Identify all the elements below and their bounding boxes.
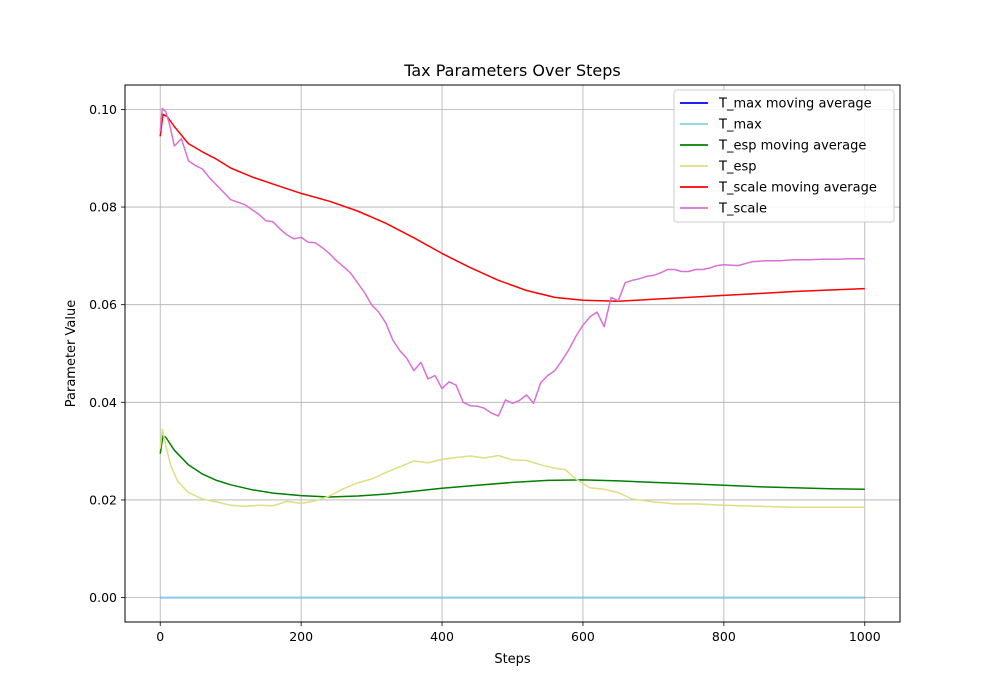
series-layer — [159, 107, 865, 599]
y-axis-title: Parameter Value — [64, 300, 79, 407]
x-tick-label: 200 — [289, 629, 313, 644]
y-tick-label: 0.02 — [89, 492, 117, 507]
legend-label: T_scale moving average — [718, 181, 877, 196]
legend-label: T_esp — [718, 160, 756, 175]
series-line-t-scale — [159, 107, 865, 417]
y-tick-label: 0.08 — [89, 200, 117, 215]
y-tick-label: 0.04 — [89, 395, 117, 410]
series-line-t-esp-moving-average — [159, 434, 865, 498]
y-tick-label: 0.00 — [89, 590, 117, 605]
plot-frame — [124, 84, 901, 623]
x-axis-title: Steps — [494, 652, 531, 667]
legend-label: T_esp moving average — [718, 139, 866, 154]
legend-box — [673, 89, 895, 223]
x-tick-label: 800 — [712, 629, 736, 644]
x-tick-label: 600 — [571, 629, 595, 644]
axis-ticks: 0 200 400 600 800 1000 0.00 0.02 0.04 0.06 0.08 0.1… — [89, 102, 881, 644]
series-line-t-scale-moving-average — [159, 113, 865, 303]
x-tick-label: 1000 — [849, 629, 881, 644]
legend-label: T_max — [718, 118, 762, 133]
legend: T_max moving average T_max T_esp moving av… — [673, 89, 895, 223]
legend-label: T_max moving average — [718, 97, 872, 112]
y-tick-label: 0.10 — [89, 102, 117, 117]
chart-title: Tax Parameters Over Steps — [403, 61, 620, 80]
x-tick-label: 400 — [430, 629, 454, 644]
y-tick-label: 0.06 — [89, 297, 117, 312]
series-line-t-esp — [159, 428, 865, 509]
x-tick-label: 0 — [156, 629, 164, 644]
legend-label: T_scale — [718, 202, 767, 217]
